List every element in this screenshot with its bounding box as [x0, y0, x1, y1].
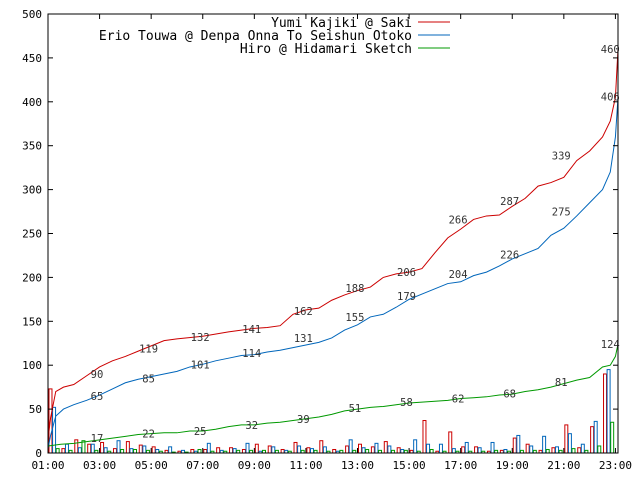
data-label-yumi: 188 — [345, 283, 364, 295]
data-label-erio: 155 — [345, 312, 364, 324]
series-line-yumi — [47, 49, 619, 440]
data-label-hiro: 22 — [142, 429, 155, 441]
data-label-hiro: 32 — [245, 420, 258, 432]
data-label-erio: 406 — [601, 92, 620, 104]
x-tick-label: 21:00 — [547, 459, 580, 472]
data-label-erio: 101 — [191, 359, 210, 371]
data-label-erio: 275 — [552, 207, 571, 219]
x-tick-label: 13:00 — [341, 459, 374, 472]
x-tick-label: 05:00 — [135, 459, 168, 472]
data-label-yumi: 90 — [91, 369, 104, 381]
y-tick-label: 100 — [22, 359, 42, 372]
y-tick-label: 350 — [22, 140, 42, 153]
data-label-erio: 226 — [500, 250, 519, 262]
data-label-hiro: 68 — [503, 388, 516, 400]
y-tick-label: 0 — [35, 447, 42, 460]
x-tick-label: 11:00 — [289, 459, 322, 472]
data-label-erio: 131 — [294, 333, 313, 345]
y-tick-label: 250 — [22, 228, 42, 241]
legend-label-yumi: Yumi Kajiki @ Saki — [271, 16, 412, 31]
y-tick-label: 300 — [22, 184, 42, 197]
x-tick-label: 17:00 — [444, 459, 477, 472]
data-labels-layer: 90 119 132 141 162 188 206 266 287 339 460 65 85 101 1… — [91, 44, 620, 445]
y-tick-label: 400 — [22, 96, 42, 109]
x-tick-label: 03:00 — [83, 459, 116, 472]
data-label-yumi: 287 — [500, 196, 519, 208]
data-label-erio: 204 — [449, 269, 468, 281]
data-label-erio: 114 — [242, 348, 261, 360]
data-label-erio: 65 — [91, 391, 104, 403]
series-line-erio — [47, 97, 619, 449]
legend-label-erio: Erio Touwa @ Denpa Onna To Seishun Otoko — [99, 29, 412, 44]
data-label-erio: 85 — [142, 373, 155, 385]
x-tick-label: 23:00 — [599, 459, 632, 472]
data-label-hiro: 51 — [349, 403, 362, 415]
series-line-hiro — [47, 344, 619, 447]
data-label-yumi: 339 — [552, 150, 571, 162]
y-tick-label: 500 — [22, 8, 42, 21]
data-label-yumi: 132 — [191, 332, 210, 344]
y-tick-label: 450 — [22, 52, 42, 65]
data-label-hiro: 62 — [452, 394, 465, 406]
data-label-yumi: 206 — [397, 267, 416, 279]
data-label-hiro: 17 — [91, 433, 104, 445]
data-label-yumi: 141 — [242, 324, 261, 336]
data-label-hiro: 39 — [297, 414, 310, 426]
x-tick-label: 01:00 — [31, 459, 64, 472]
y-tick-label: 50 — [29, 403, 42, 416]
x-tick-label: 15:00 — [393, 459, 426, 472]
legend: Yumi Kajiki @ Saki Erio Touwa @ Denpa On… — [99, 16, 450, 57]
data-label-hiro: 25 — [194, 426, 207, 438]
legend-label-hiro: Hiro @ Hidamari Sketch — [240, 42, 412, 57]
data-label-yumi: 266 — [449, 214, 468, 226]
y-tick-label: 200 — [22, 271, 42, 284]
data-label-hiro: 58 — [400, 397, 413, 409]
data-label-erio: 179 — [397, 291, 416, 303]
data-label-yumi: 119 — [139, 344, 158, 356]
lines-layer — [47, 49, 619, 449]
data-label-hiro: 124 — [601, 339, 620, 351]
x-tick-label: 07:00 — [186, 459, 219, 472]
data-label-yumi: 460 — [601, 44, 620, 56]
data-label-hiro: 81 — [555, 377, 568, 389]
x-tick-label: 19:00 — [496, 459, 529, 472]
data-label-yumi: 162 — [294, 306, 313, 318]
x-tick-label: 09:00 — [238, 459, 271, 472]
axes-layer: 0 50 100 150 200 250 300 350 400 450 500 01:00 03:00… — [22, 8, 632, 472]
y-tick-label: 150 — [22, 315, 42, 328]
